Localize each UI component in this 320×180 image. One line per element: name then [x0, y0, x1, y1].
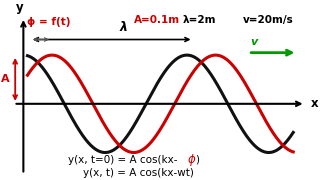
Text: v: v [251, 37, 258, 47]
Text: A: A [1, 75, 10, 84]
Text: y: y [16, 1, 24, 14]
Text: v=20m/s: v=20m/s [243, 15, 293, 25]
Text: ϕ = f(t): ϕ = f(t) [28, 17, 71, 27]
Text: λ: λ [120, 21, 128, 34]
Text: ϕ: ϕ [188, 153, 196, 166]
Text: A=0.1m: A=0.1m [134, 15, 180, 25]
Text: ): ) [195, 155, 199, 165]
Text: λ=2m: λ=2m [183, 15, 216, 25]
Text: x: x [311, 97, 319, 110]
Text: y(x, t) = A cos(kx-wt): y(x, t) = A cos(kx-wt) [83, 168, 194, 178]
Text: y(x, t=0) = A cos(kx-: y(x, t=0) = A cos(kx- [68, 155, 178, 165]
